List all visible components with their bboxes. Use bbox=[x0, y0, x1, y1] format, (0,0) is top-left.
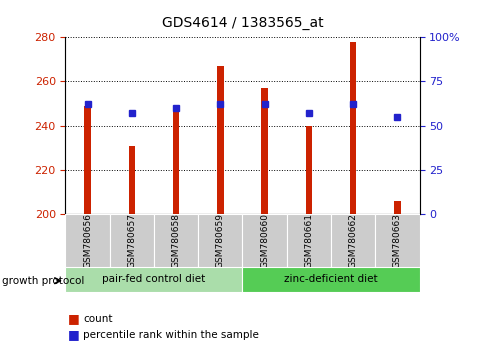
Text: GSM780660: GSM780660 bbox=[259, 213, 269, 268]
Bar bbox=[65, 214, 109, 267]
Text: count: count bbox=[83, 314, 113, 324]
Text: ■: ■ bbox=[68, 312, 79, 325]
Text: GSM780657: GSM780657 bbox=[127, 213, 136, 268]
Bar bbox=[217, 66, 223, 214]
Text: percentile rank within the sample: percentile rank within the sample bbox=[83, 330, 259, 339]
Bar bbox=[84, 106, 91, 214]
Text: zinc-deficient diet: zinc-deficient diet bbox=[284, 274, 377, 284]
Bar bbox=[305, 126, 312, 214]
Text: GSM780656: GSM780656 bbox=[83, 213, 92, 268]
Bar bbox=[109, 214, 153, 267]
Text: GSM780659: GSM780659 bbox=[215, 213, 225, 268]
Bar bbox=[172, 108, 179, 214]
Text: GSM780661: GSM780661 bbox=[304, 213, 313, 268]
Bar bbox=[286, 214, 330, 267]
Bar bbox=[330, 214, 375, 267]
Bar bbox=[349, 41, 356, 214]
Bar bbox=[393, 201, 400, 214]
Text: GSM780658: GSM780658 bbox=[171, 213, 180, 268]
Bar bbox=[242, 267, 419, 292]
Text: GSM780663: GSM780663 bbox=[392, 213, 401, 268]
Bar bbox=[198, 214, 242, 267]
Bar bbox=[375, 214, 419, 267]
Bar bbox=[128, 145, 135, 214]
Text: GDS4614 / 1383565_at: GDS4614 / 1383565_at bbox=[161, 16, 323, 30]
Text: GSM780662: GSM780662 bbox=[348, 213, 357, 268]
Bar bbox=[261, 88, 267, 214]
Bar bbox=[65, 267, 242, 292]
Text: ■: ■ bbox=[68, 328, 79, 341]
Text: growth protocol: growth protocol bbox=[2, 276, 85, 286]
Bar bbox=[153, 214, 198, 267]
Bar bbox=[242, 214, 286, 267]
Text: pair-fed control diet: pair-fed control diet bbox=[102, 274, 205, 284]
